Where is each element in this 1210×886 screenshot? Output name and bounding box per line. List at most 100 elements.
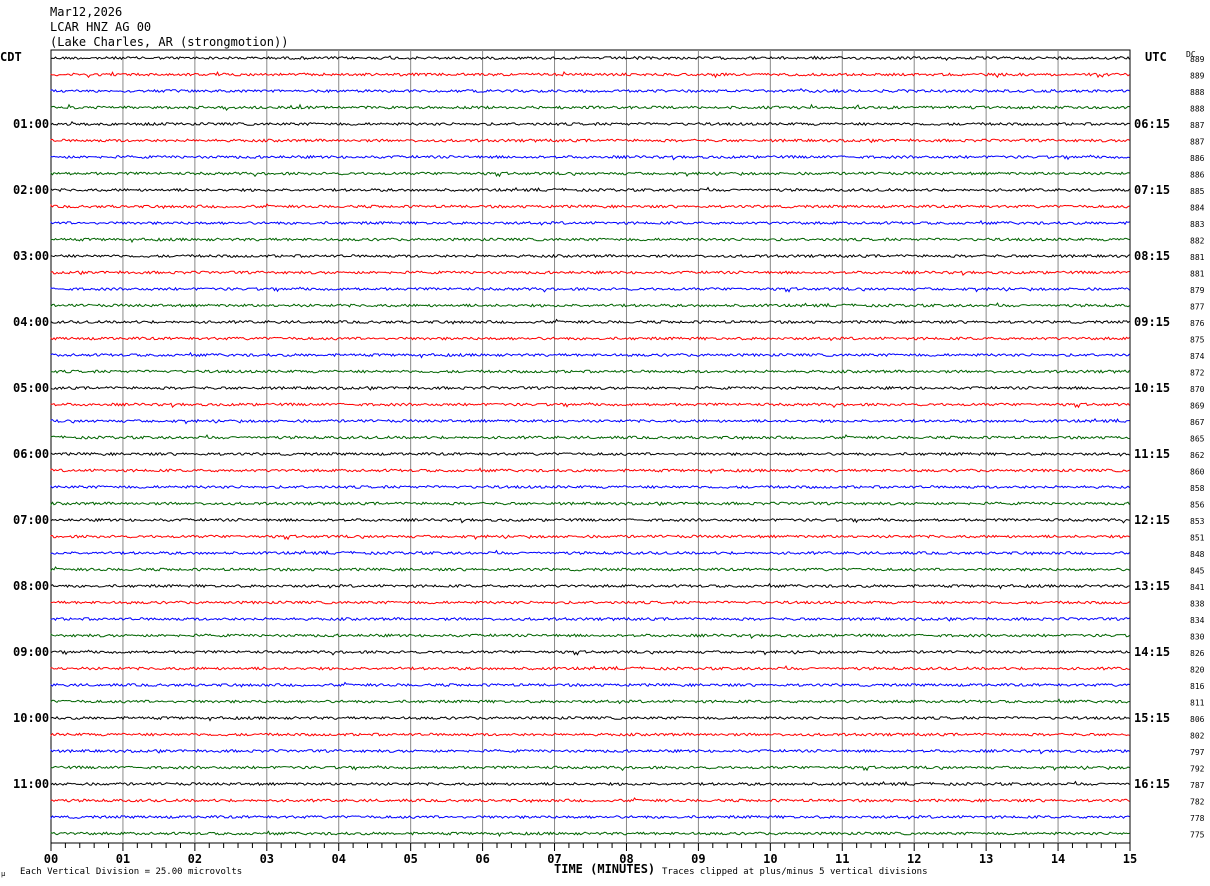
utc-hour-label: 16:15 bbox=[1134, 777, 1170, 791]
x-tick-label: 07 bbox=[547, 852, 561, 866]
seismic-trace bbox=[50, 534, 1130, 541]
utc-hour-label: 07:15 bbox=[1134, 183, 1170, 197]
utc-hour-label: 10:15 bbox=[1134, 381, 1170, 395]
dc-value: 841 bbox=[1190, 583, 1205, 592]
seismic-trace bbox=[50, 517, 1130, 524]
dc-value: 882 bbox=[1190, 237, 1205, 246]
dc-value: 782 bbox=[1190, 798, 1205, 807]
seismic-trace bbox=[50, 484, 1130, 490]
dc-value: 834 bbox=[1190, 616, 1205, 625]
seismic-trace bbox=[50, 616, 1130, 622]
dc-value: 876 bbox=[1190, 319, 1205, 328]
dc-value: 787 bbox=[1190, 781, 1205, 790]
seismic-trace bbox=[50, 698, 1130, 705]
x-tick-label: 06 bbox=[475, 852, 489, 866]
seismic-trace bbox=[50, 171, 1130, 178]
seismic-trace bbox=[50, 87, 1130, 94]
dc-value: 862 bbox=[1190, 451, 1205, 460]
seismic-trace bbox=[50, 103, 1130, 111]
x-tick-label: 04 bbox=[332, 852, 346, 866]
cdt-hour-label: 03:00 bbox=[13, 249, 49, 263]
utc-hour-label: 13:15 bbox=[1134, 579, 1170, 593]
seismic-trace bbox=[50, 748, 1130, 755]
utc-hour-label: 06:15 bbox=[1134, 117, 1170, 131]
seismic-trace bbox=[50, 385, 1130, 391]
dc-value: 811 bbox=[1190, 699, 1205, 708]
x-tick-label: 05 bbox=[403, 852, 417, 866]
seismic-trace bbox=[50, 780, 1130, 787]
x-tick-label: 03 bbox=[260, 852, 274, 866]
seismic-trace bbox=[50, 154, 1130, 161]
dc-value: 889 bbox=[1190, 72, 1205, 81]
seismic-trace bbox=[50, 237, 1130, 244]
seismic-trace bbox=[50, 186, 1130, 193]
seismic-trace bbox=[50, 418, 1130, 425]
utc-hour-label: 09:15 bbox=[1134, 315, 1170, 329]
dc-value: 778 bbox=[1190, 814, 1205, 823]
x-tick-label: 14 bbox=[1051, 852, 1065, 866]
dc-value: 775 bbox=[1190, 831, 1205, 840]
cdt-hour-label: 08:00 bbox=[13, 579, 49, 593]
dc-value: 869 bbox=[1190, 402, 1205, 411]
seismic-trace bbox=[50, 55, 1130, 62]
seismic-trace bbox=[50, 715, 1130, 722]
dc-value: 792 bbox=[1190, 765, 1205, 774]
seismic-trace bbox=[50, 270, 1130, 276]
dc-value: 820 bbox=[1190, 666, 1205, 675]
seismic-trace bbox=[50, 797, 1130, 804]
dc-value: 826 bbox=[1190, 649, 1205, 658]
seismic-trace bbox=[50, 219, 1130, 226]
x-tick-label: 15 bbox=[1123, 852, 1137, 866]
corner-mark: μ bbox=[1, 870, 6, 878]
date-label: Mar12,2026 bbox=[50, 5, 123, 19]
dc-value: 845 bbox=[1190, 567, 1205, 576]
seismic-trace bbox=[50, 764, 1130, 772]
seismic-trace bbox=[50, 501, 1130, 507]
seismic-trace bbox=[50, 401, 1130, 409]
cdt-hour-label: 01:00 bbox=[13, 117, 49, 131]
dc-value: 883 bbox=[1190, 220, 1205, 229]
x-tick-label: 01 bbox=[116, 852, 130, 866]
seismic-trace bbox=[50, 633, 1130, 639]
seismic-trace bbox=[50, 302, 1130, 308]
dc-value: 884 bbox=[1190, 204, 1205, 213]
seismic-trace bbox=[50, 71, 1130, 79]
dc-value: 806 bbox=[1190, 715, 1205, 724]
x-axis-label: TIME (MINUTES) bbox=[554, 862, 656, 876]
x-tick-label: 08 bbox=[619, 852, 633, 866]
cdt-hour-label: 05:00 bbox=[13, 381, 49, 395]
seismic-trace bbox=[50, 549, 1130, 556]
dc-value: 874 bbox=[1190, 352, 1205, 361]
seismic-trace bbox=[50, 830, 1130, 838]
dc-value: 830 bbox=[1190, 633, 1205, 642]
utc-hour-label: 14:15 bbox=[1134, 645, 1170, 659]
x-tick-label: 10 bbox=[763, 852, 777, 866]
dc-value: 887 bbox=[1190, 121, 1205, 130]
seismic-trace bbox=[50, 681, 1130, 688]
dc-value: 881 bbox=[1190, 253, 1205, 262]
dc-value: 865 bbox=[1190, 435, 1205, 444]
dc-value: 886 bbox=[1190, 154, 1205, 163]
clip-note: Traces clipped at plus/minus 5 vertical … bbox=[662, 867, 928, 877]
dc-value: 888 bbox=[1190, 105, 1205, 114]
seismic-trace bbox=[50, 286, 1130, 293]
location-label: (Lake Charles, AR (strongmotion)) bbox=[50, 35, 289, 49]
x-tick-label: 00 bbox=[44, 852, 58, 866]
seismic-trace bbox=[50, 566, 1130, 573]
seismic-trace bbox=[50, 582, 1130, 590]
dc-value: 875 bbox=[1190, 336, 1205, 345]
seismic-trace bbox=[50, 253, 1130, 259]
dc-value: 856 bbox=[1190, 501, 1205, 510]
seismic-trace bbox=[50, 336, 1130, 342]
scale-note: Each Vertical Division = 25.00 microvolt… bbox=[20, 867, 243, 877]
dc-value: 816 bbox=[1190, 682, 1205, 691]
seismic-trace bbox=[50, 351, 1130, 359]
utc-hour-label: 15:15 bbox=[1134, 711, 1170, 725]
seismic-trace bbox=[50, 649, 1130, 656]
dc-value: 870 bbox=[1190, 385, 1205, 394]
seismic-trace bbox=[50, 665, 1130, 671]
utc-hour-label: 08:15 bbox=[1134, 249, 1170, 263]
dc-value: 881 bbox=[1190, 270, 1205, 279]
